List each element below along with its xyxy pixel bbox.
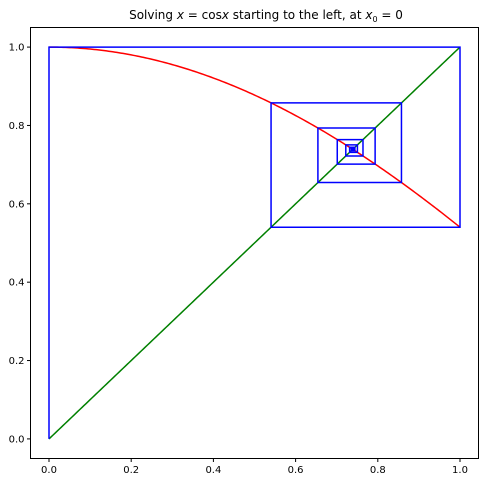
chart-title: Solving x = cosx starting to the left, a… (129, 8, 403, 24)
y-tick-label: 1.0 (9, 43, 25, 54)
title-prefix: Solving (129, 8, 177, 22)
title-var: x (364, 8, 373, 22)
x-tick-label: 0.0 (41, 465, 57, 476)
series-identity-line (48, 46, 461, 440)
x-tick-label: 0.4 (205, 465, 221, 476)
title-equation-lhs: x (176, 8, 185, 22)
x-tick-label: 0.8 (370, 465, 386, 476)
series-cobweb-path (48, 46, 461, 439)
y-tick-label: 0.4 (9, 278, 25, 289)
series-cos-curve (48, 46, 461, 228)
title-suffix: = 0 (378, 8, 403, 22)
x-tick-label: 1.0 (452, 465, 468, 476)
title-subscript: 0 (373, 15, 378, 24)
y-tick-label: 0.0 (9, 434, 25, 445)
title-equation-op: = cos (184, 8, 222, 22)
title-middle: starting to the left, at (229, 8, 365, 22)
title-equation-rhs: x (221, 8, 230, 22)
plot-area (48, 46, 461, 440)
axis-ticks: 0.0 0.2 0.4 0.6 0.8 1.0 0.0 0.2 0.4 0.6 0.8 1.0 (9, 43, 468, 476)
y-tick-label: 0.6 (9, 199, 25, 210)
axes-frame (30, 27, 479, 459)
y-tick-label: 0.2 (9, 356, 25, 367)
x-tick-label: 0.6 (288, 465, 304, 476)
x-tick-label: 0.2 (123, 465, 139, 476)
y-tick-label: 0.8 (9, 121, 25, 132)
